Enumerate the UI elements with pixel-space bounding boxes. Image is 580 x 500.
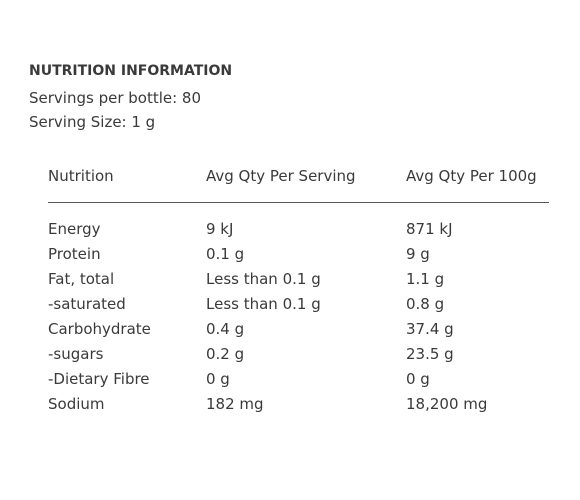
nutrient-name: -saturated bbox=[48, 295, 126, 313]
serving-info: Servings per bottle: 80 Serving Size: 1 … bbox=[29, 86, 549, 134]
table-row: Fat, total Less than 0.1 g 1.1 g bbox=[48, 267, 549, 292]
nutrition-table: Nutrition Avg Qty Per Serving Avg Qty Pe… bbox=[48, 162, 549, 417]
table-row: -Dietary Fibre 0 g 0 g bbox=[48, 367, 549, 392]
per-serving-value: 182 mg bbox=[206, 395, 264, 413]
per-serving-value: Less than 0.1 g bbox=[206, 295, 321, 313]
per-100g-value: 871 kJ bbox=[406, 220, 453, 238]
nutrient-name: Energy bbox=[48, 220, 101, 238]
table-row: Sodium 182 mg 18,200 mg bbox=[48, 392, 549, 417]
header-per-serving: Avg Qty Per Serving bbox=[206, 162, 406, 203]
per-serving-value: 0.4 g bbox=[206, 320, 245, 338]
per-100g-value: 0.8 g bbox=[406, 295, 445, 313]
per-serving-value: 0.2 g bbox=[206, 345, 245, 363]
nutrient-name: Carbohydrate bbox=[48, 320, 151, 338]
per-100g-value: 18,200 mg bbox=[406, 395, 488, 413]
per-serving-value: 0.1 g bbox=[206, 245, 245, 263]
table-row: -sugars 0.2 g 23.5 g bbox=[48, 342, 549, 367]
per-100g-value: 1.1 g bbox=[406, 270, 445, 288]
table-row: -saturated Less than 0.1 g 0.8 g bbox=[48, 292, 549, 317]
panel-title: NUTRITION INFORMATION bbox=[29, 63, 233, 79]
table-row: Energy 9 kJ 871 kJ bbox=[48, 203, 549, 243]
per-serving-value: Less than 0.1 g bbox=[206, 270, 321, 288]
nutrient-name: -sugars bbox=[48, 345, 104, 363]
per-100g-value: 9 g bbox=[406, 245, 430, 263]
per-serving-value: 9 kJ bbox=[206, 220, 234, 238]
nutrient-name: Protein bbox=[48, 245, 101, 263]
nutrient-name: Fat, total bbox=[48, 270, 115, 288]
header-nutrition: Nutrition bbox=[48, 162, 206, 203]
table-header-row: Nutrition Avg Qty Per Serving Avg Qty Pe… bbox=[48, 162, 549, 203]
nutrient-name: -Dietary Fibre bbox=[48, 370, 150, 388]
per-100g-value: 0 g bbox=[406, 370, 430, 388]
per-serving-value: 0 g bbox=[206, 370, 230, 388]
per-100g-value: 23.5 g bbox=[406, 345, 454, 363]
per-100g-value: 37.4 g bbox=[406, 320, 454, 338]
nutrient-name: Sodium bbox=[48, 395, 105, 413]
serving-size: Serving Size: 1 g bbox=[29, 113, 156, 131]
nutrition-panel: NUTRITION INFORMATION Servings per bottl… bbox=[29, 60, 549, 413]
table-row: Protein 0.1 g 9 g bbox=[48, 242, 549, 267]
table-row: Carbohydrate 0.4 g 37.4 g bbox=[48, 317, 549, 342]
servings-per-bottle: Servings per bottle: 80 bbox=[29, 89, 202, 107]
header-per-100g: Avg Qty Per 100g bbox=[406, 162, 549, 203]
